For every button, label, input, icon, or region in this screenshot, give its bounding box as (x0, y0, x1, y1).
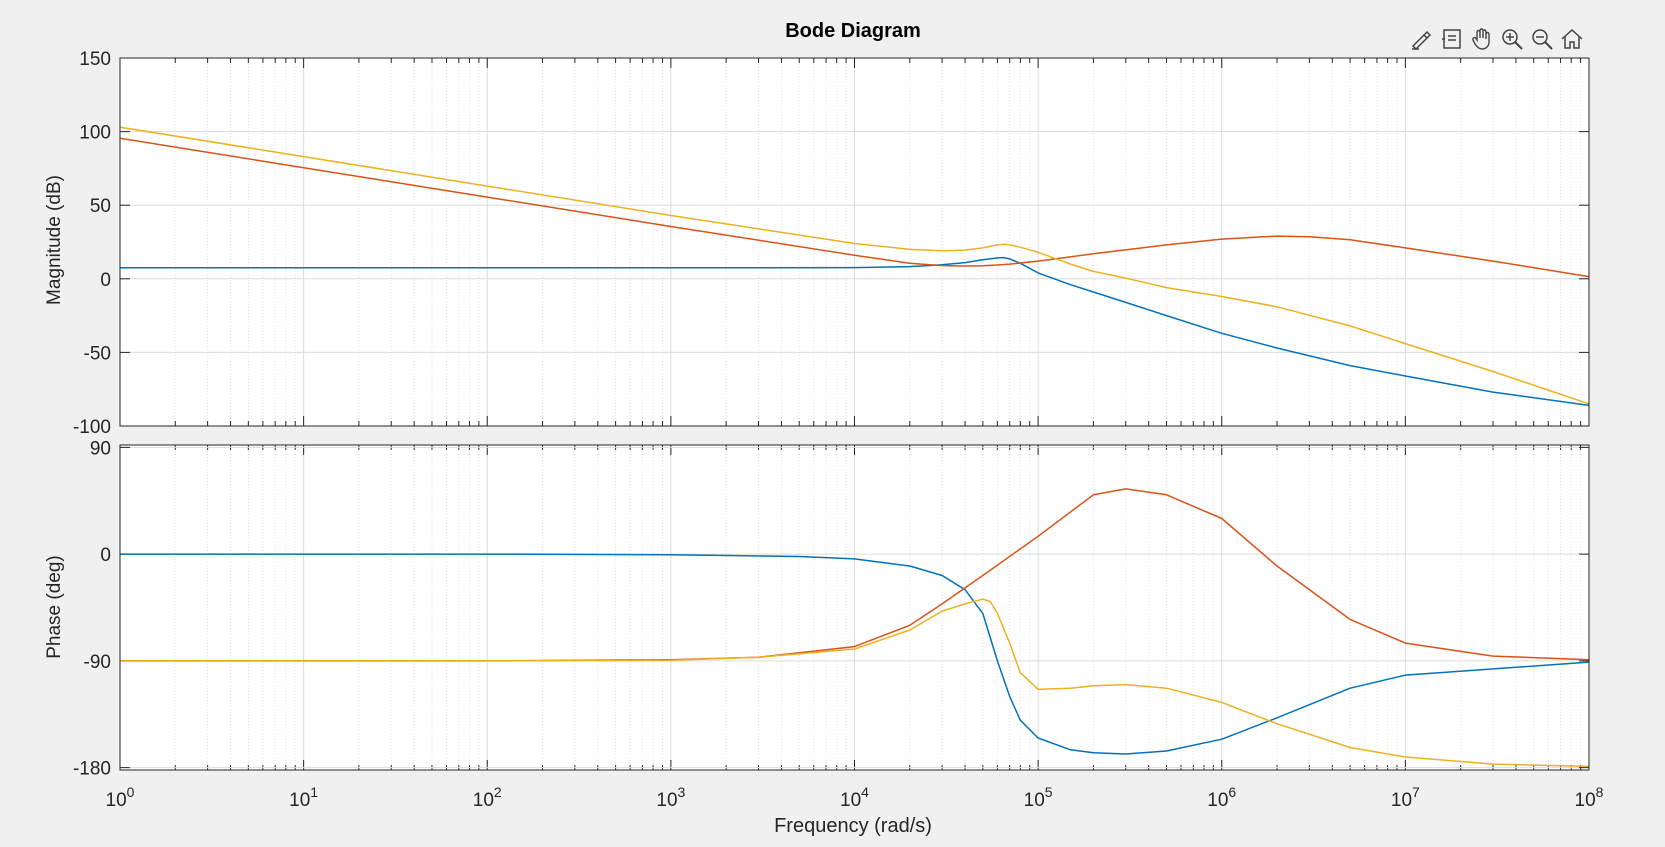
x-tick-label: 107 (1391, 784, 1420, 811)
zoom-out-icon (1532, 29, 1553, 50)
home-button[interactable] (1558, 24, 1586, 54)
x-tick-label: 106 (1207, 784, 1236, 811)
magnitude-series-2-line (120, 137, 1589, 278)
phase-series-1-line (120, 553, 1589, 755)
phase-axes[interactable]: 90 0 -90 -180 (73, 438, 1590, 780)
magnitude-y-tick-label: 50 (90, 196, 111, 217)
magnitude-y-tick-label: 150 (79, 49, 111, 70)
axes-toolbar (1408, 24, 1586, 54)
magnitude-y-tick-label: 0 (100, 270, 111, 291)
frequency-xlabel: Frequency (rad/s) (774, 815, 932, 837)
brush-icon (1411, 30, 1432, 51)
magnitude-series-1-line (120, 256, 1589, 407)
chart-title: Bode Diagram (785, 20, 921, 42)
magnitude-y-tick-label: -50 (84, 343, 111, 364)
magnitude-y-tick-label: 100 (79, 123, 111, 144)
magnitude-axes-box (119, 57, 1590, 427)
phase-y-tick-label: -180 (73, 759, 111, 780)
x-tick-label: 103 (656, 784, 685, 811)
magnitude-y-tick-label: -100 (73, 417, 111, 438)
x-tick-label: 104 (840, 784, 869, 811)
zoom-in-button[interactable] (1498, 24, 1526, 54)
x-tick-label: 100 (106, 784, 135, 811)
x-tick-label: 105 (1024, 784, 1053, 811)
phase-series-3-line (120, 598, 1589, 768)
datatip-button[interactable] (1438, 24, 1466, 54)
phase-y-tick-label: 0 (100, 545, 111, 566)
zoom-out-button[interactable] (1528, 24, 1556, 54)
phase-axes-box (119, 444, 1590, 771)
phase-y-tick-label: 90 (90, 438, 111, 459)
brush-button[interactable] (1408, 24, 1436, 54)
pan-button[interactable] (1468, 24, 1496, 54)
magnitude-axes[interactable]: 150 100 50 0 -50 -100 (73, 49, 1590, 438)
x-tick-label: 108 (1575, 784, 1604, 811)
home-icon (1561, 28, 1583, 49)
x-tick-label: 102 (473, 784, 502, 811)
phase-y-tick-label: -90 (84, 652, 111, 673)
magnitude-ylabel: Magnitude (dB) (44, 175, 65, 305)
phase-ylabel: Phase (deg) (44, 555, 65, 659)
x-tick-labels: 100 101 102 103 104 105 106 107 108 (106, 784, 1604, 811)
zoom-in-icon (1502, 29, 1523, 50)
magnitude-series-3-line (120, 126, 1589, 405)
pan-hand-icon (1472, 28, 1490, 50)
x-tick-label: 101 (289, 784, 318, 811)
datatip-icon (1442, 29, 1461, 49)
